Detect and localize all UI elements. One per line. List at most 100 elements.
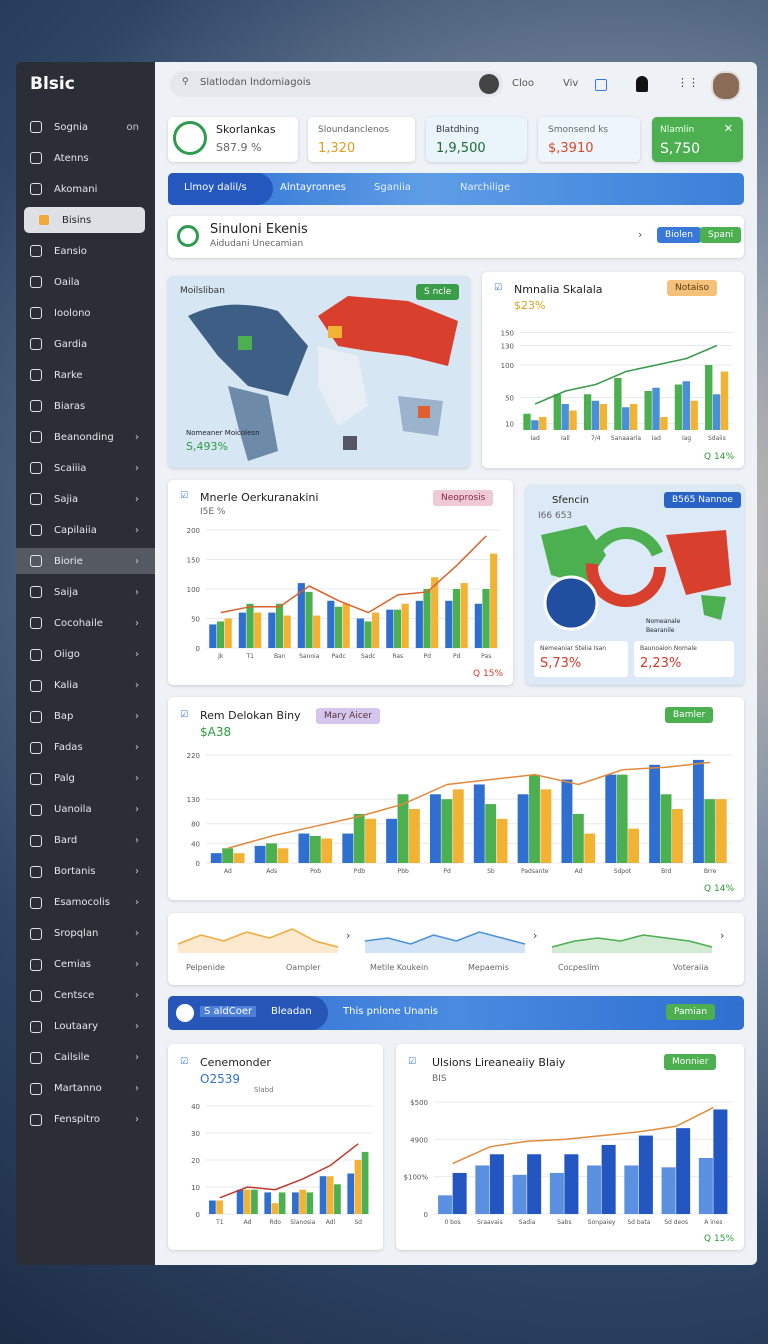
chevron: › <box>135 835 139 847</box>
nav-label: Cailsile <box>54 1052 90 1064</box>
nav-label: Akomani <box>54 183 98 195</box>
bar <box>251 1189 258 1214</box>
button[interactable]: Bamler <box>665 707 714 723</box>
chevron: › <box>135 649 139 660</box>
top-link[interactable]: Cloo <box>512 78 534 89</box>
nav-item[interactable]: Eansio <box>16 238 155 264</box>
bar <box>527 1154 542 1214</box>
button[interactable]: Pamian <box>666 1004 716 1020</box>
nav-item[interactable]: Esamocolis › <box>16 890 155 916</box>
x-tick-label: Pd <box>424 653 432 660</box>
nav-item[interactable]: Martanno › <box>16 1076 155 1102</box>
bar <box>423 589 431 648</box>
nav-item[interactable]: Gardia <box>16 331 155 357</box>
chart-subtitle: BIS <box>432 1074 447 1084</box>
nav-item[interactable]: Loutaary › <box>16 1014 155 1040</box>
nav-icon <box>30 183 42 196</box>
nav-item[interactable]: Bisins <box>24 207 145 234</box>
bar <box>319 1176 327 1214</box>
nav-item[interactable]: Ioolono <box>16 300 155 326</box>
bar <box>584 833 596 863</box>
nav-item[interactable]: Uanoila › <box>16 797 155 823</box>
nav-item[interactable]: Bap › <box>16 704 155 730</box>
nav-item[interactable]: Scaiiia › <box>16 455 155 481</box>
bar <box>209 624 217 648</box>
tab[interactable]: Alntayronnes <box>280 182 346 193</box>
nav-item[interactable]: Biaras <box>16 393 155 419</box>
chevron: › <box>135 928 139 940</box>
chart-title: Mnerle Oerkuranakini <box>200 491 319 504</box>
map-title: Moilsliban <box>180 286 225 296</box>
nav-label: Biaras <box>54 400 86 412</box>
y-tick-label: 220 <box>187 752 200 760</box>
nav-item[interactable]: Atenns <box>16 145 155 171</box>
nav-item[interactable]: Bortanis › <box>16 859 155 885</box>
bar <box>473 784 485 863</box>
nav-item[interactable]: Beanonding › <box>16 424 155 450</box>
x-tick-label: Brd <box>661 868 671 875</box>
nav-item[interactable]: Sropqlan › <box>16 921 155 947</box>
x-tick-label: Ad <box>244 1219 252 1226</box>
bar <box>445 600 453 648</box>
bar <box>271 1203 279 1214</box>
bar <box>599 404 608 430</box>
chevron: › <box>720 929 724 942</box>
nav-icon <box>30 958 42 971</box>
nav-item[interactable]: Palg › <box>16 766 155 792</box>
nav-item[interactable]: Cemias › <box>16 952 155 978</box>
chevron: › <box>135 586 139 598</box>
chart: 0 $100% 4900 $500 0 bos Sraavais Sadia Sabs Sonp… <box>404 1099 732 1226</box>
tab[interactable]: Sganiia <box>374 182 411 193</box>
button[interactable]: Biolen <box>657 227 701 243</box>
nav-item[interactable]: Oiigo › <box>16 642 155 668</box>
nav-item[interactable]: Fadas › <box>16 735 155 761</box>
nav-item[interactable]: Sognia on <box>16 114 155 140</box>
stat-label: Baunoaion Nomale <box>640 645 697 652</box>
bar <box>561 404 569 430</box>
nav-item[interactable]: Kalia › <box>16 673 155 699</box>
nav-item[interactable]: Rarke <box>16 362 155 388</box>
bar <box>334 606 343 648</box>
tab[interactable]: Llmoy dalil/s <box>184 182 247 193</box>
nav-item[interactable]: Oaila <box>16 269 155 295</box>
chevron: › <box>135 524 139 536</box>
y-tick-label: 80 <box>191 821 200 829</box>
y-tick-label: 150 <box>501 330 514 338</box>
chart: 0 10 20 30 40 T1 Ad Rdo Slanosia Adl Sd <box>191 1103 372 1226</box>
line <box>219 1143 359 1199</box>
bar <box>275 603 284 648</box>
tab[interactable]: Narchilige <box>460 182 511 193</box>
bar <box>246 603 254 648</box>
nav-item[interactable]: Centsce › <box>16 983 155 1009</box>
nav-item[interactable]: Akomani <box>16 176 155 202</box>
chevron: › <box>135 866 139 878</box>
banner-title: Sinuloni Ekenis <box>210 222 308 237</box>
chevron: › <box>135 555 139 567</box>
nav-item[interactable]: Capilaiia › <box>16 517 155 543</box>
nav-item[interactable]: Sajia › <box>16 486 155 512</box>
nav-item[interactable]: Saija › <box>16 579 155 605</box>
nav-item[interactable]: Bard › <box>16 828 155 854</box>
chart-subtitle: $23% <box>514 299 546 312</box>
nav-item[interactable]: Fenspitro › <box>16 1107 155 1133</box>
bar <box>690 400 698 430</box>
x-tick-label: Iall <box>561 435 570 442</box>
x-tick-label: Padsante <box>521 868 549 875</box>
kpi-card: Blatdhing 1,9,500 <box>426 117 527 162</box>
bar <box>233 853 245 863</box>
x-tick-label: Sanoia <box>299 653 320 660</box>
search-box[interactable]: ⚲ Slatlodan lndomiagois <box>170 71 503 97</box>
tab[interactable]: Bleadan <box>271 1006 312 1017</box>
nav-item[interactable]: Cocohaile › <box>16 610 155 636</box>
tab[interactable]: S aldCoer <box>200 1006 257 1017</box>
top-link[interactable]: Viv <box>563 78 579 89</box>
button[interactable]: Spani <box>700 227 742 243</box>
x-tick-label: Ad <box>575 868 583 875</box>
nav-icon <box>30 803 42 816</box>
x-tick-label: Slanosia <box>290 1219 315 1226</box>
nav-icon <box>30 1051 42 1064</box>
nav-item[interactable]: Biorie › <box>16 548 155 575</box>
x-tick-label: Brre <box>704 868 717 875</box>
bar <box>624 1165 639 1214</box>
nav-item[interactable]: Cailsile › <box>16 1045 155 1071</box>
